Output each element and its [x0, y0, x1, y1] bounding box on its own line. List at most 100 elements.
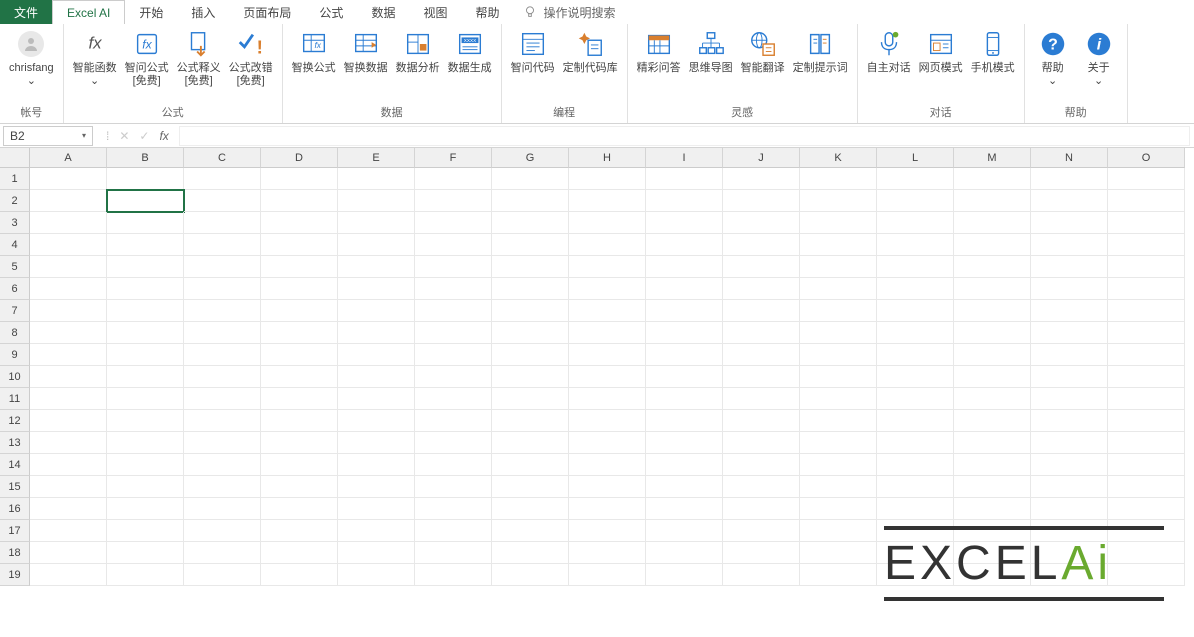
- cell[interactable]: [1108, 168, 1185, 190]
- cell[interactable]: [1031, 388, 1108, 410]
- cell[interactable]: [723, 366, 800, 388]
- cell[interactable]: [800, 234, 877, 256]
- options-icon[interactable]: ⁞: [106, 129, 109, 143]
- cell[interactable]: [1031, 322, 1108, 344]
- tab-file[interactable]: 文件: [0, 0, 52, 24]
- col-header-K[interactable]: K: [800, 148, 877, 168]
- formula-input[interactable]: [179, 126, 1190, 146]
- cell[interactable]: [646, 432, 723, 454]
- ribbon-btn-about[interactable]: i关于 ⌄: [1077, 26, 1121, 90]
- cell[interactable]: [184, 476, 261, 498]
- cell[interactable]: [415, 476, 492, 498]
- cell[interactable]: [954, 410, 1031, 432]
- row-header-6[interactable]: 6: [0, 278, 30, 300]
- cell[interactable]: [646, 278, 723, 300]
- cell[interactable]: [1108, 388, 1185, 410]
- cell[interactable]: [415, 190, 492, 212]
- cell[interactable]: [261, 476, 338, 498]
- cell[interactable]: [261, 168, 338, 190]
- cell[interactable]: [877, 344, 954, 366]
- cell[interactable]: [569, 388, 646, 410]
- cell[interactable]: [646, 344, 723, 366]
- cell[interactable]: [1108, 432, 1185, 454]
- row-header-1[interactable]: 1: [0, 168, 30, 190]
- cell[interactable]: [492, 564, 569, 586]
- cell[interactable]: [1108, 212, 1185, 234]
- cell[interactable]: [877, 498, 954, 520]
- row-header-10[interactable]: 10: [0, 366, 30, 388]
- cell[interactable]: [1108, 278, 1185, 300]
- cell[interactable]: [954, 388, 1031, 410]
- cell[interactable]: [30, 542, 107, 564]
- cell[interactable]: [646, 190, 723, 212]
- cell[interactable]: [877, 366, 954, 388]
- cell[interactable]: [1108, 366, 1185, 388]
- cell[interactable]: [338, 410, 415, 432]
- cell[interactable]: [30, 256, 107, 278]
- confirm-icon[interactable]: ✓: [139, 129, 149, 143]
- cell[interactable]: [261, 564, 338, 586]
- cell[interactable]: [723, 256, 800, 278]
- cell[interactable]: [1031, 234, 1108, 256]
- cell[interactable]: [569, 432, 646, 454]
- cell[interactable]: [338, 476, 415, 498]
- cell[interactable]: [415, 256, 492, 278]
- cell[interactable]: [261, 388, 338, 410]
- fx-icon[interactable]: fx: [159, 129, 168, 143]
- cell[interactable]: [338, 498, 415, 520]
- cell[interactable]: [877, 278, 954, 300]
- tab-帮助[interactable]: 帮助: [461, 0, 513, 24]
- cell[interactable]: [492, 498, 569, 520]
- cell[interactable]: [30, 212, 107, 234]
- cell[interactable]: [1108, 410, 1185, 432]
- cell[interactable]: [723, 564, 800, 586]
- cell[interactable]: [954, 366, 1031, 388]
- cell[interactable]: [30, 476, 107, 498]
- ribbon-btn-generate[interactable]: XXXX数据生成: [445, 26, 495, 77]
- cell[interactable]: [954, 278, 1031, 300]
- cell[interactable]: [1108, 190, 1185, 212]
- cell[interactable]: [723, 322, 800, 344]
- cell[interactable]: [184, 432, 261, 454]
- cell[interactable]: [184, 366, 261, 388]
- cell[interactable]: [30, 388, 107, 410]
- cell[interactable]: [1108, 344, 1185, 366]
- cell[interactable]: [338, 300, 415, 322]
- cell[interactable]: [492, 388, 569, 410]
- cell[interactable]: [800, 432, 877, 454]
- row-header-16[interactable]: 16: [0, 498, 30, 520]
- col-header-L[interactable]: L: [877, 148, 954, 168]
- cell[interactable]: [877, 190, 954, 212]
- cell[interactable]: [107, 432, 184, 454]
- cell[interactable]: [723, 410, 800, 432]
- ribbon-btn-prompts[interactable]: 定制提示词: [790, 26, 851, 77]
- cell[interactable]: [723, 454, 800, 476]
- cell[interactable]: [184, 520, 261, 542]
- ribbon-btn-analyze[interactable]: 数据分析: [393, 26, 443, 77]
- cell[interactable]: [954, 476, 1031, 498]
- cell[interactable]: [800, 300, 877, 322]
- cell[interactable]: [30, 344, 107, 366]
- ribbon-btn-phone-mode[interactable]: 手机模式: [968, 26, 1018, 77]
- cell[interactable]: [415, 520, 492, 542]
- cell[interactable]: [415, 410, 492, 432]
- cell[interactable]: [30, 454, 107, 476]
- cell[interactable]: [723, 542, 800, 564]
- cell[interactable]: [1031, 190, 1108, 212]
- cell[interactable]: [261, 432, 338, 454]
- cell[interactable]: [30, 278, 107, 300]
- cell[interactable]: [954, 256, 1031, 278]
- col-header-G[interactable]: G: [492, 148, 569, 168]
- cell[interactable]: [954, 190, 1031, 212]
- cell[interactable]: [415, 432, 492, 454]
- cell[interactable]: [30, 234, 107, 256]
- col-header-F[interactable]: F: [415, 148, 492, 168]
- cell[interactable]: [723, 300, 800, 322]
- cell[interactable]: [646, 542, 723, 564]
- cell[interactable]: [800, 212, 877, 234]
- tab-excel-ai[interactable]: Excel AI: [52, 0, 125, 24]
- row-header-3[interactable]: 3: [0, 212, 30, 234]
- col-header-A[interactable]: A: [30, 148, 107, 168]
- cell[interactable]: [338, 278, 415, 300]
- cell[interactable]: [1108, 322, 1185, 344]
